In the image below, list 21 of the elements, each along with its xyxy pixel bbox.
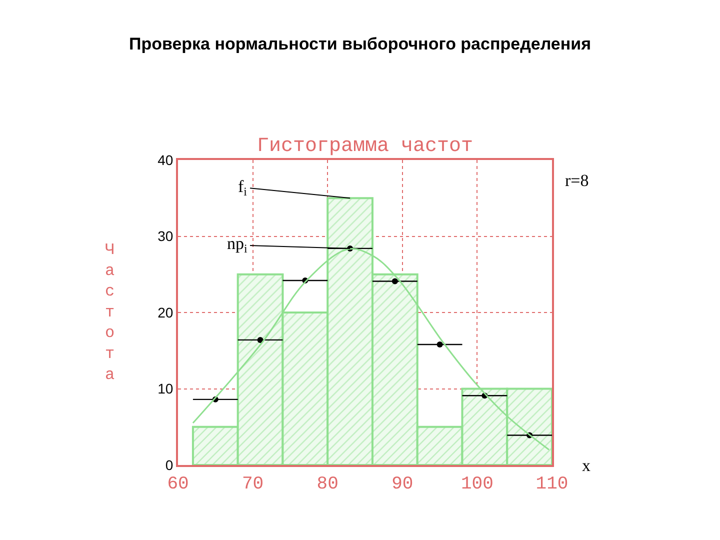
x-tick-label: 80	[316, 474, 338, 495]
x-tick-label: 110	[536, 474, 568, 495]
point	[257, 336, 264, 343]
point	[392, 278, 398, 284]
x-tick-label: 70	[242, 474, 264, 495]
y-tick-label: 20	[158, 304, 174, 320]
chart-subtitle: Гистограмма частот	[257, 135, 474, 158]
x-tick-label: 100	[460, 474, 494, 495]
y-tick-label: 0	[165, 456, 174, 473]
y-tick-label: 40	[158, 152, 174, 168]
x-tick-label: 60	[167, 474, 189, 495]
chart-title: Проверка нормальности выборочного распределения	[129, 34, 591, 54]
annotation: f$_{i}$	[238, 177, 248, 199]
y-axis-title: Частота	[105, 241, 115, 384]
x-axis-title: x	[582, 456, 591, 475]
y-tick-label: 10	[158, 380, 174, 397]
text: r=8	[565, 171, 589, 190]
point	[436, 342, 443, 348]
annotation: np$_{i}$	[227, 234, 248, 256]
y-tick-label: 30	[158, 228, 174, 244]
x-tick-label: 90	[392, 474, 414, 495]
